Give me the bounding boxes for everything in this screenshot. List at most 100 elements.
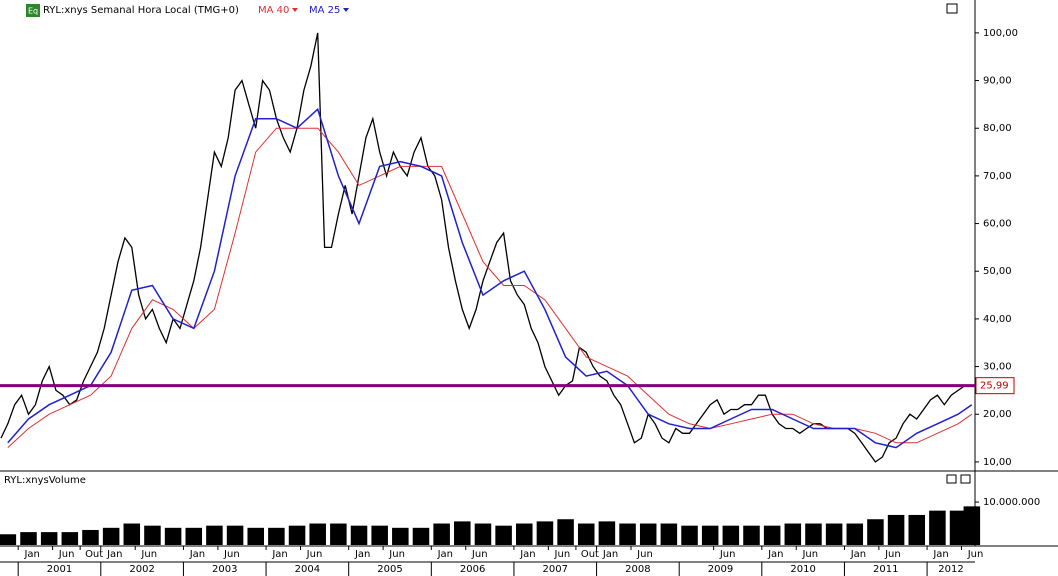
x-tick-label: Jun (554, 549, 571, 560)
volume-bar (784, 523, 802, 545)
year-label: 2011 (873, 564, 898, 575)
legend-entry: MA 25 (309, 5, 340, 16)
volume-bar (887, 514, 905, 545)
volume-close[interactable] (960, 474, 971, 484)
volume-bar (516, 523, 533, 545)
y-tick-label: 100,00 (983, 28, 1018, 39)
volume-bar (454, 521, 471, 545)
volume-bar (722, 525, 740, 545)
volume-bar (557, 519, 574, 545)
y-tick-label: 40,00 (983, 314, 1012, 325)
volume-bar (20, 532, 37, 545)
year-label: 2001 (47, 564, 72, 575)
volume-bar (371, 525, 388, 545)
year-label: 2004 (295, 564, 320, 575)
year-label: 2002 (129, 564, 154, 575)
x-tick-label: Out (85, 549, 103, 560)
volume-bar (40, 532, 58, 545)
year-label: 2009 (708, 564, 733, 575)
x-tick-label: Out (581, 549, 599, 560)
year-label: 2008 (625, 564, 650, 575)
volume-bar (660, 523, 678, 545)
price-level-box (975, 377, 1015, 395)
y-tick-label: 10.000.000 (983, 497, 1040, 508)
volume-bar (330, 523, 347, 545)
year-label: 2003 (212, 564, 237, 575)
price-line (7, 107, 973, 449)
volume-bar (82, 529, 99, 545)
volume-bar (619, 523, 636, 545)
x-tick-label: Jan (189, 549, 205, 560)
volume-bar (949, 510, 967, 545)
year-label: 2006 (460, 564, 485, 575)
volume-bar (268, 527, 285, 545)
legend-dropdown (343, 8, 349, 12)
x-tick-label: Jan (23, 549, 39, 560)
y-tick-label: 50,00 (983, 266, 1012, 277)
y-tick-label: 30,00 (983, 362, 1012, 373)
volume-bar (867, 519, 884, 545)
x-tick-label: Jun (471, 549, 488, 560)
x-tick-label: Jan (354, 549, 370, 560)
volume-bar (846, 523, 864, 545)
volume-bar (123, 523, 141, 545)
year-label: 2010 (790, 564, 815, 575)
x-tick-label: Jun (967, 549, 984, 560)
volume-title: RYL:xnysVolume (4, 475, 86, 486)
volume-bar (433, 523, 450, 545)
y-tick-label: 20,00 (983, 409, 1012, 420)
volume-maximize[interactable] (946, 474, 957, 484)
x-tick-label: Jun (884, 549, 901, 560)
volume-bar (825, 523, 843, 545)
volume-bar (474, 523, 492, 545)
y-tick-label: 90,00 (983, 76, 1012, 87)
price-level-label: 25,99 (980, 381, 1009, 392)
x-tick-label: Jun (223, 549, 240, 560)
volume-bar (288, 525, 306, 545)
x-tick-label: Jan (519, 549, 535, 560)
legend-dropdown (292, 8, 298, 12)
x-tick-label: Jan (932, 549, 948, 560)
volume-bar (681, 525, 698, 545)
x-tick-label: Jun (719, 549, 736, 560)
volume-bar (963, 506, 981, 545)
y-tick-label: 60,00 (983, 219, 1012, 230)
volume-bar (412, 527, 430, 545)
volume-bar (102, 527, 120, 545)
volume-bar (701, 525, 719, 545)
volume-bar (247, 527, 264, 545)
y-tick-label: 10,00 (983, 457, 1012, 468)
y-tick-label: 80,00 (983, 123, 1012, 134)
volume-bar (164, 527, 182, 545)
volume-bar (309, 523, 326, 545)
year-label: 2005 (377, 564, 402, 575)
price-line (7, 127, 973, 448)
year-label: 2007 (543, 564, 568, 575)
x-tick-label: Jan (602, 549, 618, 560)
chart-title: RYL:xnys Semanal Hora Local (TMG+0) (43, 5, 239, 16)
volume-bar (577, 523, 595, 545)
volume-bar (206, 525, 223, 545)
x-tick-label: Jun (306, 549, 323, 560)
x-tick-label: Jan (767, 549, 783, 560)
legend-entry: MA 40 (258, 5, 289, 16)
volume-bar (929, 510, 946, 545)
volume-bar (350, 525, 368, 545)
volume-bar (598, 521, 616, 545)
volume-bar (743, 525, 760, 545)
eq-icon-text: Eq (28, 7, 38, 16)
volume-bar (763, 525, 781, 545)
x-tick-label: Jun (58, 549, 75, 560)
volume-bar (226, 525, 244, 545)
volume-bar (392, 527, 409, 545)
maximize-button[interactable] (946, 3, 958, 14)
eq-icon[interactable] (26, 4, 40, 17)
volume-bar (908, 514, 926, 545)
volume-bar (61, 532, 79, 545)
x-tick-label: Jan (437, 549, 453, 560)
volume-bar (495, 525, 512, 545)
volume-bar (805, 523, 822, 545)
volume-bar (0, 534, 17, 545)
